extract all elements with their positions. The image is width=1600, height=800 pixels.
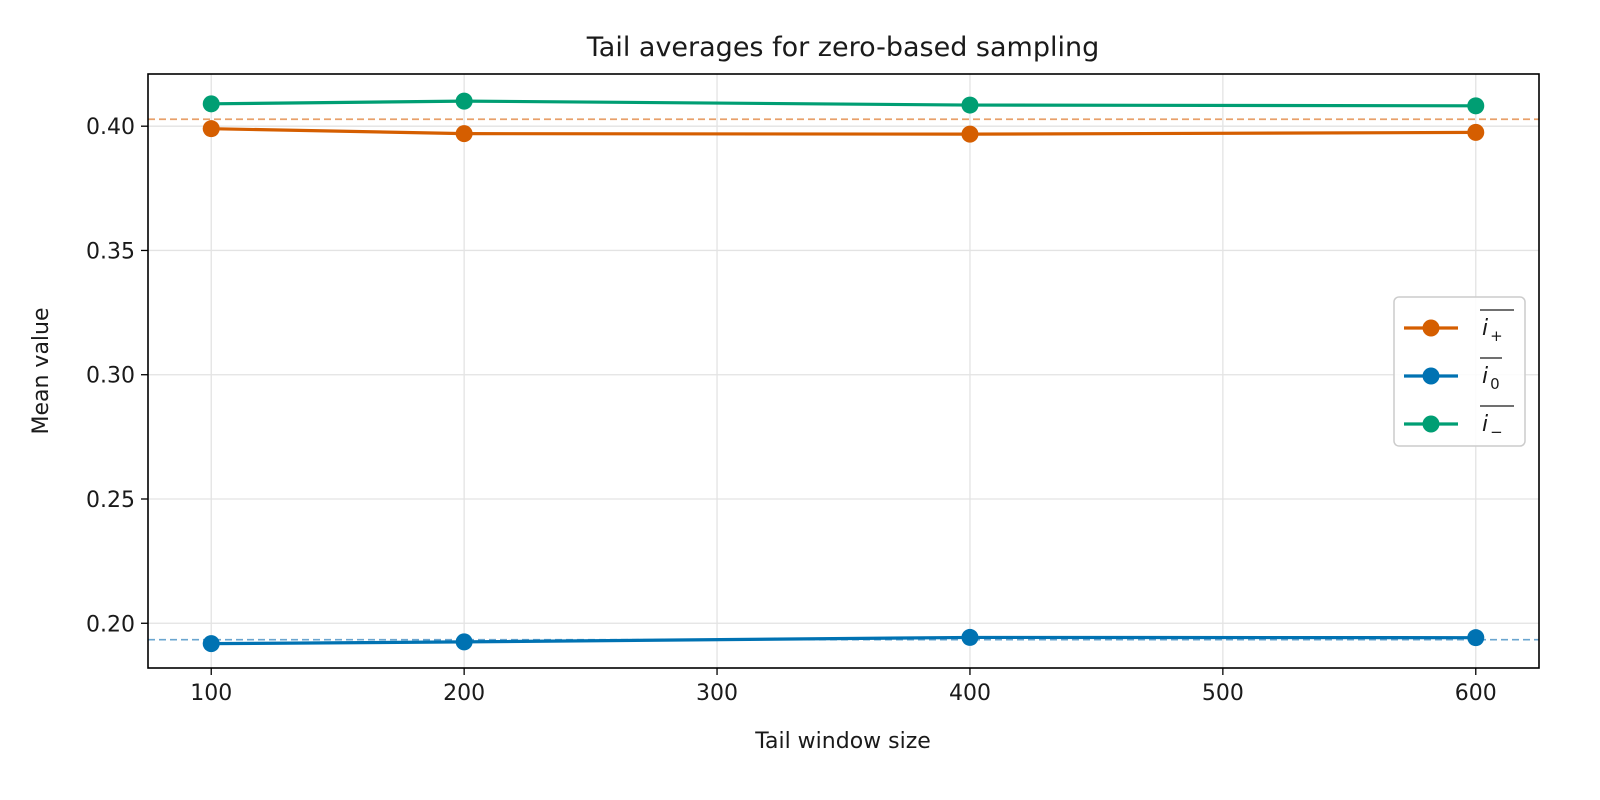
y-axis-label: Mean value (29, 307, 54, 434)
legend-swatch-marker (1422, 319, 1440, 337)
x-tick-label: 300 (696, 681, 738, 706)
y-tick-label: 0.20 (86, 612, 135, 637)
data-point-i- (961, 96, 979, 114)
y-tick-label: 0.25 (86, 488, 135, 513)
series-group (202, 92, 1485, 653)
x-tick-label: 600 (1455, 681, 1497, 706)
y-axis-ticks: 0.20 0.25 0.30 0.35 0.40 (86, 115, 148, 637)
data-point-i0 (202, 635, 220, 653)
series-line-i- (211, 99, 1476, 108)
chart-title: Tail averages for zero-based sampling (586, 32, 1100, 63)
data-point-i+ (961, 125, 979, 143)
y-tick-label: 0.30 (86, 364, 135, 389)
y-tick-label: 0.40 (86, 115, 135, 140)
legend: i +i 0i − (1393, 296, 1526, 447)
series-line-i0 (211, 635, 1476, 646)
data-point-i- (1467, 97, 1485, 115)
reference-lines (148, 118, 1539, 641)
data-point-i- (202, 95, 220, 113)
series-line-i+ (211, 127, 1476, 136)
x-tick-label: 200 (443, 681, 485, 706)
x-tick-label: 100 (190, 681, 232, 706)
x-tick-label: 500 (1202, 681, 1244, 706)
y-tick-label: 0.35 (86, 239, 135, 264)
series-i- (202, 92, 1485, 115)
data-point-i+ (1467, 123, 1485, 141)
data-point-i- (455, 92, 473, 110)
data-point-i0 (1467, 629, 1485, 647)
x-tick-label: 400 (949, 681, 991, 706)
plot-frame (147, 73, 1540, 669)
legend-swatch-marker (1422, 415, 1440, 433)
legend-swatch-marker (1422, 367, 1440, 385)
data-point-i0 (961, 628, 979, 646)
data-point-i+ (202, 120, 220, 138)
data-point-i+ (455, 125, 473, 143)
x-axis-ticks: 100 200 300 400 500 600 (190, 668, 1497, 706)
series-i+ (202, 120, 1485, 143)
series-i0 (202, 628, 1485, 653)
grid (148, 74, 1539, 668)
data-point-i0 (455, 633, 473, 651)
x-axis-label: Tail window size (754, 729, 931, 754)
